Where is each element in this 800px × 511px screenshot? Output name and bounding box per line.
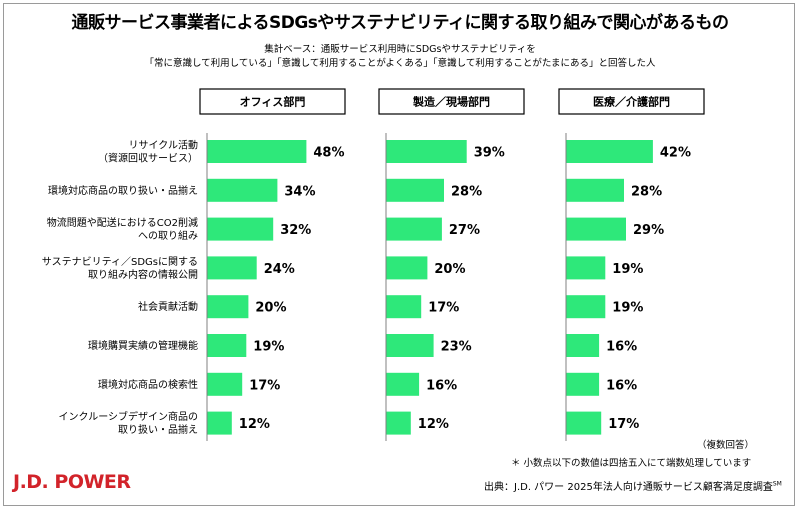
- value-label: 17%: [608, 417, 639, 432]
- value-label: 48%: [313, 146, 344, 161]
- value-label: 16%: [606, 378, 637, 393]
- bar: [386, 411, 411, 435]
- category-label: 環境購買実績の管理機能: [88, 339, 198, 352]
- category-label: 社会貢献活動: [138, 300, 198, 313]
- bar: [207, 178, 278, 202]
- source-note: 出典：J.D. パワー 2025年法人向け通販サービス顧客満足度調査SM: [484, 478, 782, 493]
- value-label: 12%: [239, 417, 270, 432]
- bar: [566, 334, 600, 357]
- chart-frame: [3, 3, 795, 506]
- bar: [566, 217, 626, 241]
- bar: [386, 295, 422, 319]
- panel-header-box: [199, 88, 346, 115]
- subtitle-line-1: 集計ベース：通販サービス利用時にSDGsやサステナビリティを: [264, 44, 536, 55]
- value-label: 42%: [660, 146, 691, 161]
- panel-title: オフィス部門: [240, 95, 306, 109]
- value-label: 16%: [606, 340, 637, 355]
- value-label: 27%: [449, 223, 480, 238]
- bar: [566, 140, 653, 163]
- category-label: リサイクル活動（資源回収サービス）: [98, 139, 198, 165]
- panel-title: 医療／介護部門: [593, 95, 670, 109]
- bar: [207, 140, 307, 163]
- source-sup: SM: [772, 480, 782, 488]
- rounding-note: ＊ 小数点以下の数値は四捨五入にて端数処理しています: [511, 458, 752, 469]
- value-label: 39%: [474, 146, 505, 161]
- bar: [566, 178, 624, 202]
- bar: [207, 217, 274, 241]
- jd-power-logo: J.D. POWER: [13, 471, 131, 493]
- bar: [566, 256, 606, 280]
- bar: [386, 217, 442, 241]
- value-label: 17%: [249, 378, 280, 393]
- source-text: 出典：J.D. パワー 2025年法人向け通販サービス顧客満足度調査: [484, 482, 773, 493]
- subtitle-line-2: 「常に意識して利用している」「意識して利用することがよくある」「意識して利用する…: [144, 58, 656, 69]
- value-label: 34%: [284, 184, 315, 199]
- panel-header-box: [558, 88, 705, 115]
- bar: [566, 372, 600, 396]
- value-label: 32%: [280, 223, 311, 238]
- panel-header-box: [378, 88, 525, 115]
- bar: [566, 411, 602, 435]
- category-label: サステナビリティ／SDGsに関する取り組み内容の情報公開: [42, 256, 198, 281]
- bar: [566, 295, 606, 319]
- category-label: インクルーシブデザイン商品の取り扱い・品揃え: [59, 410, 199, 436]
- bar: [386, 178, 444, 202]
- bar: [207, 334, 247, 357]
- bar: [207, 256, 257, 280]
- value-label: 24%: [264, 262, 295, 277]
- value-label: 28%: [631, 184, 662, 199]
- bar: [386, 140, 467, 163]
- bar: [207, 372, 243, 396]
- value-label: 19%: [612, 262, 643, 277]
- category-label: 物流問題や配送におけるCO2削減への取り組み: [47, 216, 198, 242]
- value-label: 19%: [253, 340, 284, 355]
- value-label: 19%: [612, 301, 643, 316]
- value-label: 20%: [434, 262, 465, 277]
- value-label: 12%: [418, 417, 449, 432]
- value-label: 20%: [255, 301, 286, 316]
- multi-answer-note: （複数回答）: [697, 440, 755, 451]
- panel-title: 製造／現場部門: [412, 95, 490, 109]
- bar: [207, 411, 232, 435]
- category-label: 環境対応商品の取り扱い・品揃え: [48, 184, 198, 197]
- value-label: 29%: [633, 223, 664, 238]
- value-label: 28%: [451, 184, 482, 199]
- value-label: 17%: [428, 301, 459, 316]
- category-label: 環境対応商品の検索性: [98, 378, 198, 391]
- value-label: 16%: [426, 378, 457, 393]
- bar: [386, 256, 428, 280]
- bar: [386, 372, 420, 396]
- value-label: 23%: [441, 340, 472, 355]
- bar: [207, 295, 249, 319]
- chart-title: 通販サービス事業者によるSDGsやサステナビリティに関する取り組みで関心があるも…: [71, 13, 729, 33]
- bar: [386, 334, 434, 357]
